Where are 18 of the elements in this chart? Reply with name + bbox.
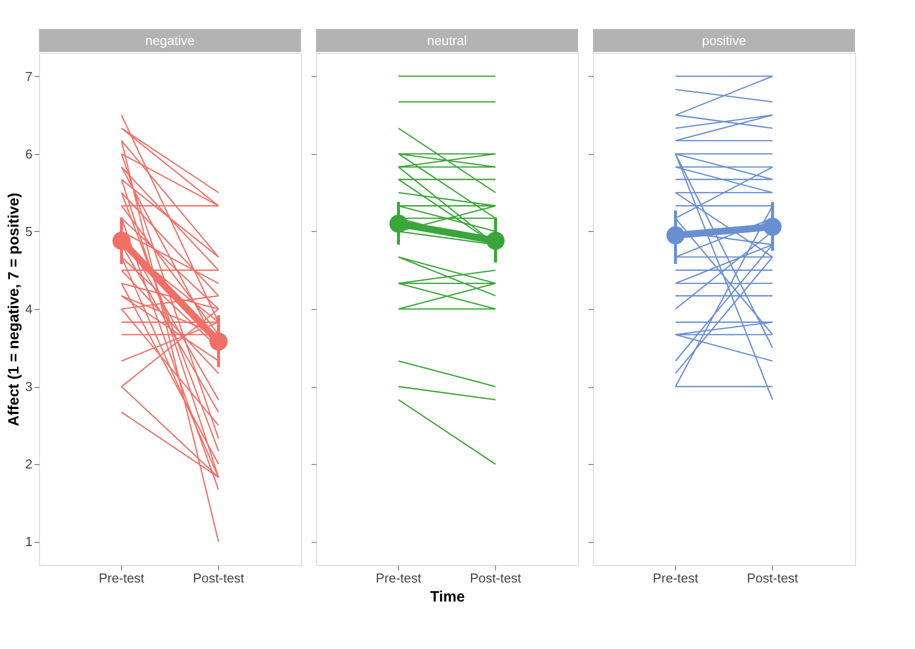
x-axis-title: Time [430,588,465,606]
y-tick-label: 1 [25,534,32,550]
y-axis-title: Affect (1 = negative, 7 = positive) [5,192,22,426]
y-tick-label: 4 [25,302,32,316]
x-tick-label: Pre-test [376,570,422,586]
y-tick-label: 7 [25,68,32,84]
chart-title: negative [145,33,195,48]
x-tick-label: Pre-test [652,570,699,586]
x-tick-label: Post-test [746,570,799,586]
y-tick-label: 3 [25,379,32,394]
y-tick-label: 5 [25,224,32,239]
y-tick-label: 2 [25,456,32,472]
x-tick-label: Post-test [470,570,522,586]
x-tick-label: Post-test [192,570,245,586]
chart-title: neutral [427,33,467,48]
y-tick-label: 6 [25,146,32,162]
x-tick-label: Pre-test [98,570,145,586]
chart-title: positive [702,33,746,48]
